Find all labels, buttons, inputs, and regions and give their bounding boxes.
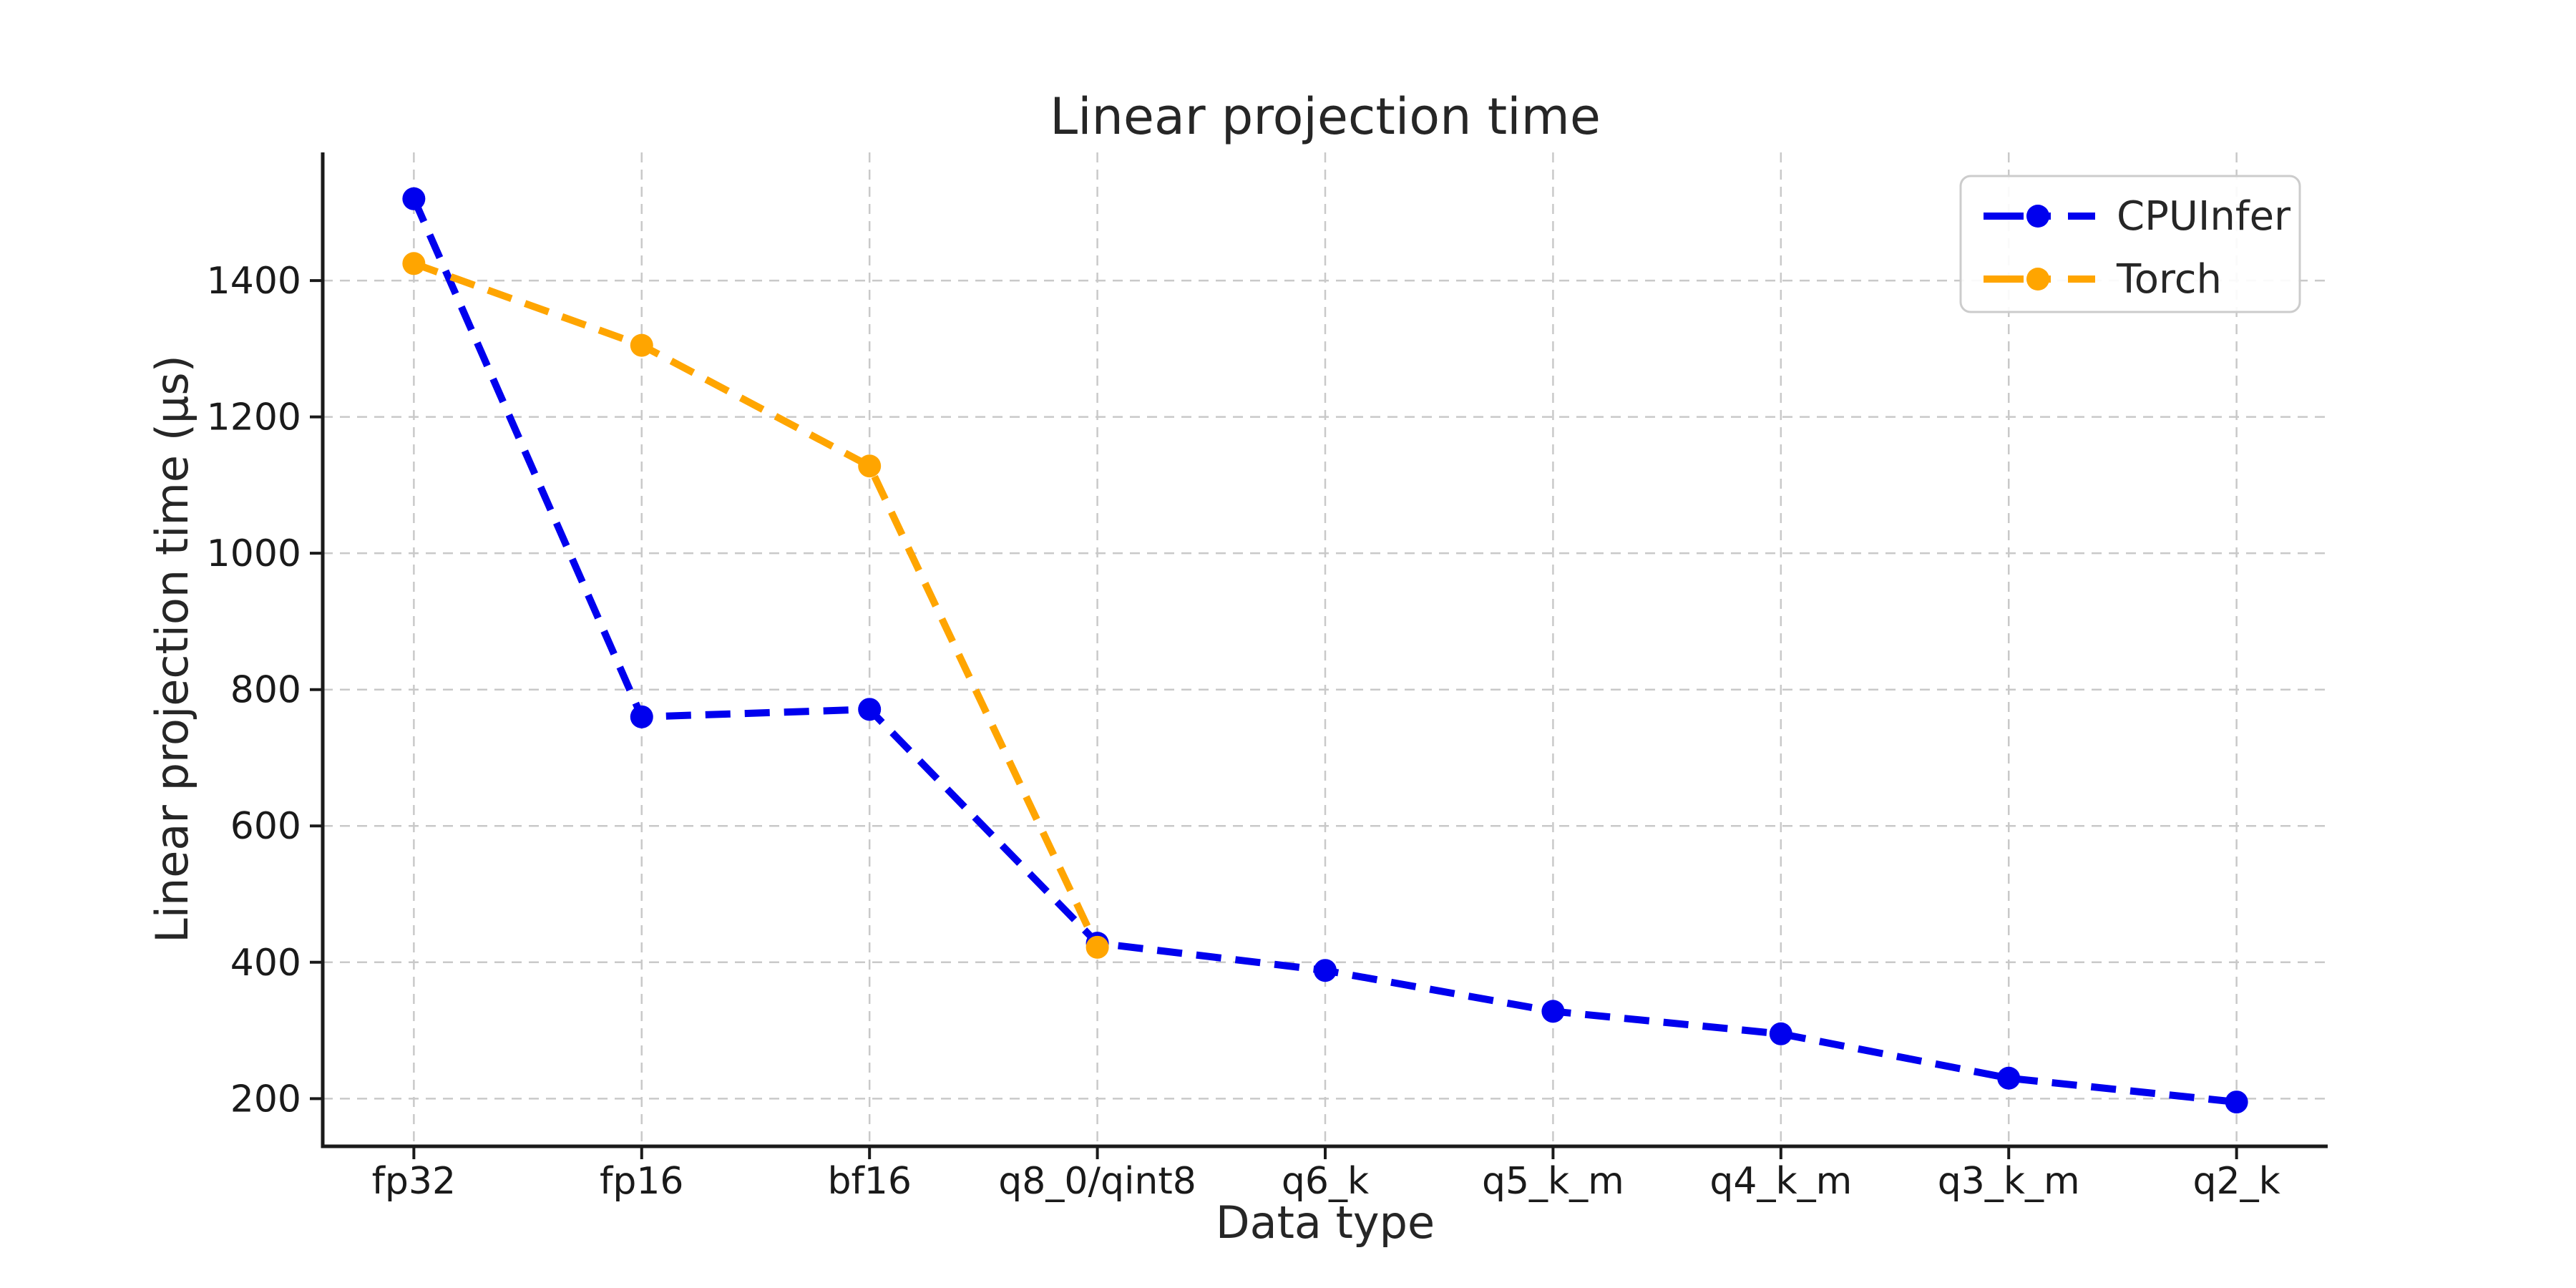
data-point-torch	[630, 333, 653, 357]
legend-item-cpuinfer: CPUInfer	[1984, 193, 2291, 240]
y-tick-label: 600	[230, 805, 301, 848]
spines	[321, 152, 2328, 1148]
legend-label-torch: Torch	[2116, 256, 2222, 303]
x-tick-label: q4_k_m	[1709, 1160, 1852, 1203]
data-point-cpuinfer	[858, 698, 882, 721]
series-markers	[402, 187, 2248, 1114]
y-tick-label: 400	[230, 942, 301, 985]
legend-marker-torch	[2026, 268, 2049, 291]
x-tick-label: q8_0/qint8	[998, 1160, 1196, 1203]
y-tick-label: 800	[230, 669, 301, 712]
data-point-cpuinfer	[2225, 1091, 2248, 1114]
data-point-torch	[402, 252, 426, 275]
data-point-cpuinfer	[1314, 959, 1337, 982]
x-tick-label: fp32	[372, 1160, 456, 1203]
y-tick-label: 1200	[207, 396, 301, 439]
x-tick-label: fp16	[600, 1160, 683, 1203]
data-point-cpuinfer	[630, 705, 653, 728]
legend: CPUInfer Torch	[1959, 175, 2301, 313]
x-tick-label: q6_k	[1282, 1160, 1369, 1203]
chart-title: Linear projection time	[1050, 87, 1601, 146]
x-tick-label: bf16	[827, 1160, 911, 1203]
legend-marker-cpuinfer	[2026, 205, 2049, 228]
y-tick-label: 1400	[207, 260, 301, 303]
legend-label-cpuinfer: CPUInfer	[2117, 193, 2291, 240]
x-tick-label: q5_k_m	[1482, 1160, 1624, 1203]
x-tick-label: q2_k	[2193, 1160, 2280, 1203]
y-tick-label: 1000	[207, 532, 301, 575]
x-axis-label: Data type	[1216, 1196, 1435, 1249]
x-tick-label: q3_k_m	[1938, 1160, 2080, 1203]
y-tick-label: 200	[230, 1078, 301, 1121]
data-point-cpuinfer	[402, 187, 426, 210]
legend-item-torch: Torch	[1984, 256, 2222, 303]
data-point-cpuinfer	[1541, 1000, 1565, 1023]
data-point-torch	[858, 454, 882, 478]
tick-labels: 200 400 600 800 1000 1200 1400 fp32 fp16 bf16 q8_0…	[207, 260, 2280, 1203]
data-point-torch	[1085, 935, 1109, 959]
y-axis-label: Linear projection time (µs)	[146, 355, 198, 943]
data-point-cpuinfer	[1769, 1022, 1792, 1045]
series-line-torch	[412, 260, 1101, 949]
axis-ticks	[310, 279, 2238, 1159]
data-point-cpuinfer	[1997, 1066, 2021, 1090]
